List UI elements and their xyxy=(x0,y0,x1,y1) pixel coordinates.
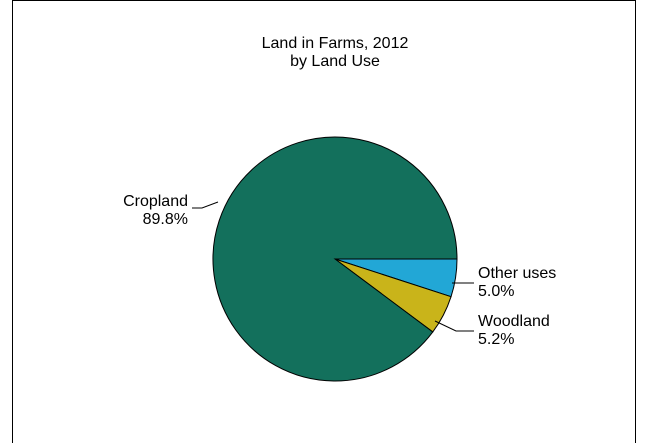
slice-label: Cropland xyxy=(123,193,188,210)
chart-subtitle: by Land Use xyxy=(290,53,380,70)
slice-value-label: 5.2% xyxy=(478,331,514,348)
slice-label: Woodland xyxy=(478,313,550,330)
leader-line xyxy=(434,320,474,332)
pie-slices xyxy=(212,136,458,382)
slice-value-label: 89.8% xyxy=(143,211,188,228)
chart-title: Land in Farms, 2012 xyxy=(262,35,409,52)
leader-line xyxy=(192,201,219,209)
slice-value-label: 5.0% xyxy=(478,283,514,300)
slice-label: Other uses xyxy=(478,265,556,282)
pie-slice-cropland xyxy=(212,136,458,382)
